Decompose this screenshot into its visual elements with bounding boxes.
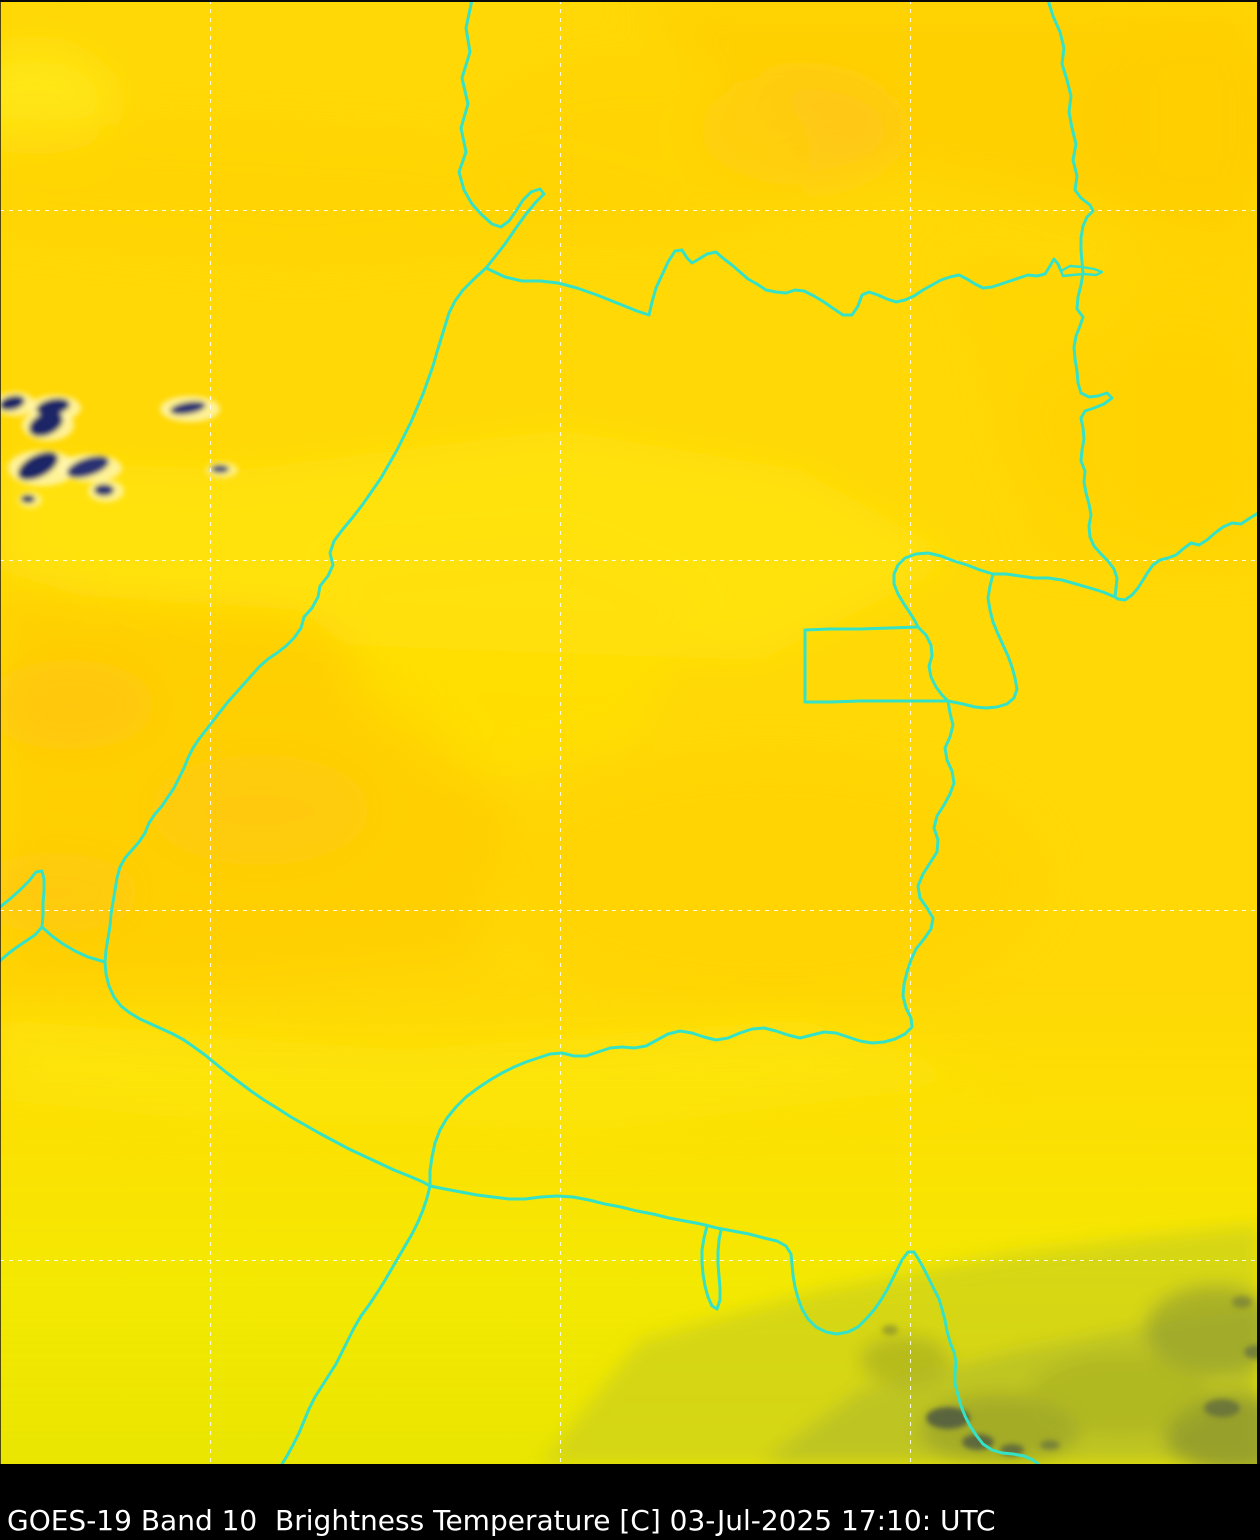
olive-terrain-shading: [540, 1225, 1260, 1464]
border-south-long: [428, 1184, 1040, 1464]
border-west-vertical: [103, 266, 488, 1188]
border-goias-south: [428, 699, 956, 1188]
state-borders: [0, 0, 1260, 1464]
border-southwest-diagonal: [280, 1184, 432, 1464]
satellite-map: [0, 0, 1260, 1464]
temperature-field: [0, 0, 1260, 1464]
caption-bar: GOES-19 Band 10 Brightness Temperature […: [0, 1464, 1260, 1540]
cold-cloud-specks: [0, 392, 238, 508]
border-district-rectangle: [803, 625, 950, 704]
caption-text: GOES-19 Band 10 Brightness Temperature […: [7, 1504, 996, 1538]
border-right-edge-diagonal: [1113, 510, 1260, 602]
border-east-of-district: [946, 572, 1019, 710]
border-left-pennant-spur: [40, 925, 107, 964]
border-left-pennant: [0, 869, 46, 963]
map-edge: [0, 0, 1260, 1464]
border-top-river: [457, 0, 546, 270]
latlon-gridlines: [0, 0, 1260, 1464]
border-sliver: [1059, 264, 1104, 278]
border-ne-diagonal: [484, 248, 1063, 317]
border-junction-west: [892, 551, 1117, 629]
border-right-vertical: [1046, 0, 1119, 599]
border-district-east-side: [916, 625, 950, 703]
border-hanging-loop: [700, 1224, 723, 1311]
satellite-map-canvas: [0, 0, 1260, 1464]
